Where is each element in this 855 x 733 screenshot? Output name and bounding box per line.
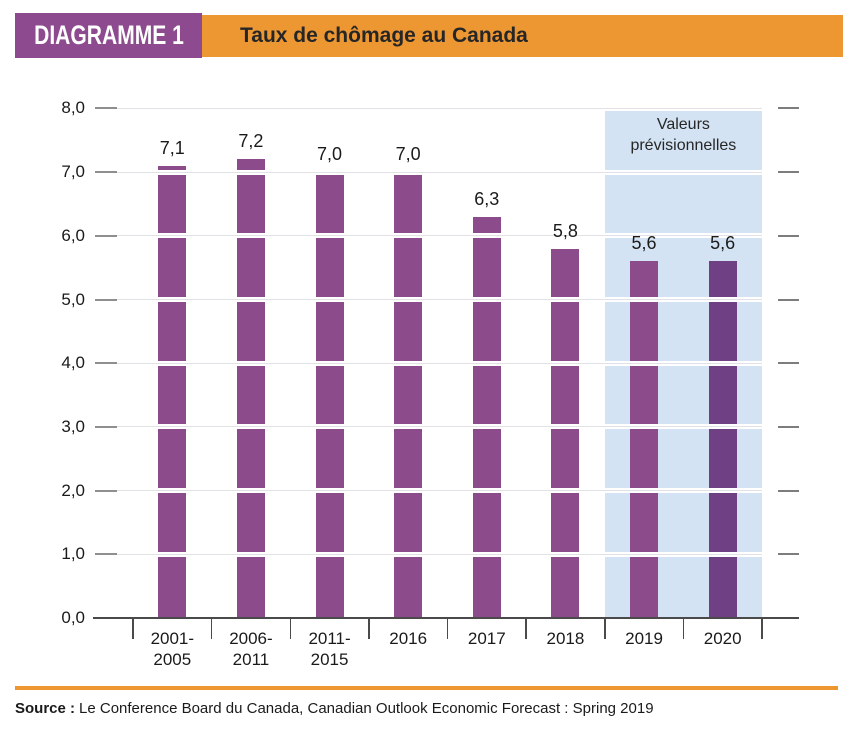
source-label: Source : — [15, 700, 76, 717]
gridline-core — [117, 235, 762, 237]
y-tick-left — [95, 298, 117, 301]
x-tick-label-2001-2005: 2001- 2005 — [133, 628, 212, 670]
gridline-core — [117, 107, 762, 109]
y-tick-left — [95, 489, 117, 492]
x-tick-label-line: 2018 — [546, 629, 585, 648]
y-tick-label: 4,0 — [61, 353, 85, 373]
y-tick-left — [95, 171, 117, 174]
gridline-3 — [117, 424, 762, 430]
y-tick-right — [778, 234, 799, 237]
gridline-core — [117, 490, 762, 492]
x-tick-label-line: 2001- — [150, 629, 195, 648]
x-tick-label-line: 2017 — [467, 629, 506, 648]
x-tick-label-2006-2011: 2006- 2011 — [212, 628, 291, 670]
source-line: Source : Le Conference Board du Canada, C… — [15, 700, 654, 717]
y-tick-label: 2,0 — [61, 480, 85, 500]
y-tick-label: 1,0 — [61, 544, 85, 564]
x-tick-label-2011-2015: 2011- 2015 — [290, 628, 369, 670]
x-boundary-tick — [210, 618, 213, 639]
x-tick-label-2019: 2019 — [605, 628, 684, 649]
y-tick-label: 5,0 — [61, 289, 85, 309]
gridline-5 — [117, 297, 762, 302]
y-tick-left — [95, 107, 117, 110]
gridline-core — [117, 362, 762, 364]
gridline-1 — [117, 551, 762, 557]
y-tick-left — [95, 234, 117, 237]
bar-value-label: 6,3 — [474, 188, 500, 209]
x-boundary-tick — [446, 618, 449, 639]
x-boundary-tick — [604, 618, 606, 639]
x-axis-line — [93, 616, 799, 619]
y-tick-right — [778, 171, 799, 174]
y-tick-label: 0,0 — [61, 608, 85, 627]
title-band: Taux de chômage au Canada — [202, 15, 843, 57]
y-tick-right — [778, 107, 799, 110]
forecast-label-line: prévisionnelles — [630, 137, 737, 154]
x-tick-label-line: 2020 — [703, 629, 742, 648]
gridline-4 — [117, 360, 762, 366]
x-tick-label-line: 2006- — [229, 629, 273, 648]
bar-value-label: 5,6 — [710, 233, 736, 254]
gridline-6 — [117, 233, 762, 239]
y-tick-label: 3,0 — [61, 416, 85, 436]
gridline-core — [117, 426, 762, 428]
bar-value-label: 5,8 — [552, 220, 578, 241]
x-boundary-tick — [682, 618, 685, 639]
bar-2017 — [472, 216, 501, 618]
x-boundary-tick — [525, 618, 527, 639]
gridline-core — [117, 553, 762, 555]
x-boundary-tick — [761, 618, 763, 639]
x-tick-label-2017: 2017 — [448, 628, 527, 649]
x-boundary-tick — [132, 618, 134, 639]
y-tick-left — [95, 362, 117, 365]
y-tick-right — [778, 553, 799, 556]
x-tick-label-line: 2011 — [232, 650, 270, 669]
gridline-7 — [117, 169, 762, 175]
bar-value-label: 7,2 — [238, 131, 264, 152]
source-text: Le Conference Board du Canada, Canadian … — [79, 700, 654, 717]
gridline-core — [117, 299, 762, 300]
bar-2020 — [708, 261, 737, 618]
y-tick-left — [95, 553, 117, 556]
bar-2018 — [551, 248, 580, 618]
y-tick-right — [778, 362, 799, 365]
bar-value-label: 7,0 — [317, 144, 343, 165]
bar-2019 — [630, 261, 659, 618]
chart-title: Taux de chômage au Canada — [240, 24, 528, 47]
bar-value-label: 7,1 — [159, 137, 185, 158]
x-tick-label-line: 2019 — [625, 629, 663, 648]
x-tick-label-line: 2016 — [389, 629, 428, 648]
y-tick-label: 6,0 — [61, 225, 85, 245]
x-tick-label-line: 2005 — [153, 650, 192, 669]
x-tick-label-line: 2015 — [310, 650, 349, 669]
y-tick-right — [778, 298, 799, 301]
forecast-region-label: Valeurs prévisionnelles — [605, 114, 762, 156]
y-tick-left — [95, 425, 117, 428]
x-boundary-tick — [368, 618, 370, 639]
y-tick-label: 8,0 — [61, 98, 85, 118]
gridline-8 — [117, 105, 762, 111]
y-tick-label: 7,0 — [61, 162, 85, 182]
bar-2011-2015 — [315, 172, 344, 618]
x-tick-label-2020: 2020 — [683, 628, 762, 649]
x-tick-label-2018: 2018 — [526, 628, 605, 649]
y-tick-right — [778, 489, 799, 492]
diagram-number-label: DIAGRAMME 1 — [33, 20, 184, 50]
bar-value-label: 5,6 — [631, 233, 657, 254]
bar-2001-2005 — [158, 165, 187, 618]
bar-2016 — [394, 172, 423, 618]
gridline-core — [117, 171, 762, 173]
bar-value-label: 7,0 — [395, 144, 421, 165]
diagram-number-badge: DIAGRAMME 1 — [15, 13, 202, 58]
bar-2006-2011 — [236, 159, 265, 618]
x-boundary-tick — [289, 618, 291, 639]
y-tick-right — [778, 425, 799, 428]
footer-rule — [15, 686, 838, 690]
gridline-2 — [117, 488, 762, 494]
x-tick-label-2016: 2016 — [369, 628, 448, 649]
x-tick-label-line: 2011- — [308, 629, 351, 648]
forecast-label-line: Valeurs — [656, 116, 710, 133]
